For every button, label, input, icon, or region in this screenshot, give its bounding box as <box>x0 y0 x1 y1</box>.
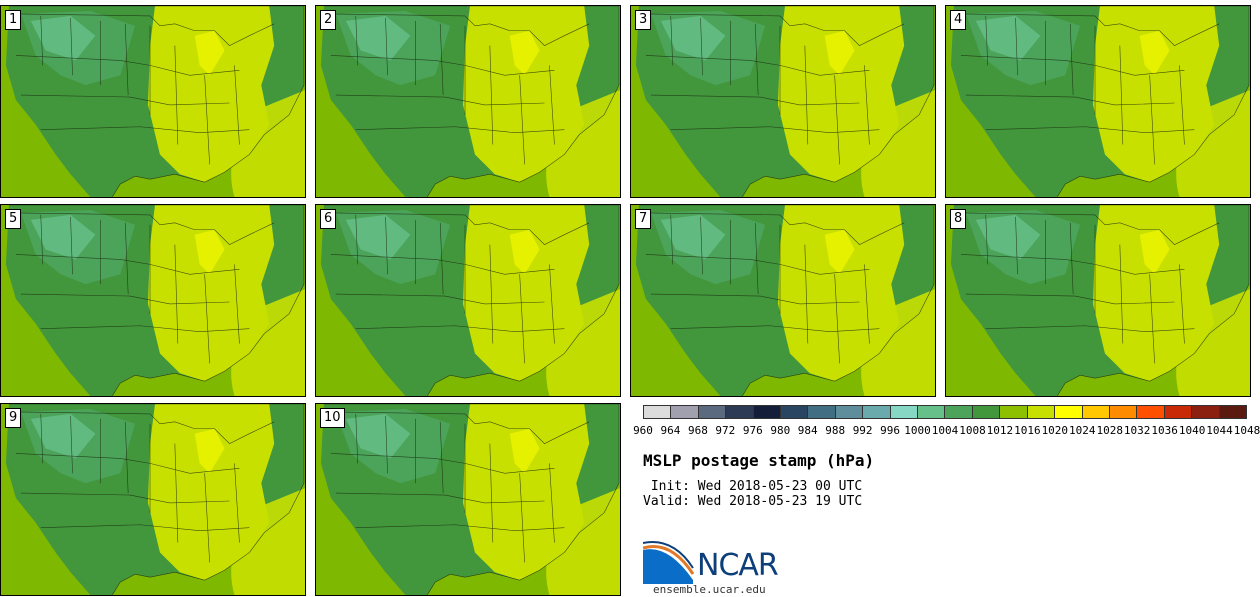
colorbar-tick-label: 1000 <box>904 424 931 437</box>
colorbar-tick-label: 964 <box>660 424 681 437</box>
map-panel: 9 <box>0 403 306 596</box>
colorbar-tick-label: 1048 <box>1233 424 1260 437</box>
panel-number: 8 <box>950 209 967 229</box>
logo-text: NCAR <box>697 548 779 583</box>
map-panel: 2 <box>315 5 621 198</box>
colorbar-cell <box>890 406 919 418</box>
init-time: Init: Wed 2018-05-23 00 UTC <box>643 479 863 494</box>
map-icon <box>1 205 305 396</box>
colorbar-tick-label: 1024 <box>1069 424 1096 437</box>
panel-number: 2 <box>320 10 337 30</box>
panel-number: 6 <box>320 209 337 229</box>
map-panel: 1 <box>0 5 306 198</box>
colorbar-cell <box>1027 406 1056 418</box>
colorbar-cell <box>1109 406 1138 418</box>
colorbar-cell <box>726 406 754 418</box>
chart-title: MSLP postage stamp (hPa) <box>643 451 875 470</box>
map-icon <box>946 205 1250 396</box>
colorbar-tick-label: 1028 <box>1096 424 1123 437</box>
colorbar-cell <box>1219 406 1246 418</box>
valid-time: Valid: Wed 2018-05-23 19 UTC <box>643 494 863 509</box>
panel-number: 5 <box>5 209 22 229</box>
map-panel: 5 <box>0 204 306 397</box>
colorbar-cell <box>863 406 891 418</box>
colorbar-tick-label: 1016 <box>1014 424 1041 437</box>
colorbar-tick-label: 1008 <box>959 424 986 437</box>
colorbar-cell <box>644 406 672 418</box>
colorbar-tick-label: 1020 <box>1041 424 1069 437</box>
panel-number: 1 <box>5 10 22 30</box>
colorbar-cell <box>918 406 946 418</box>
map-icon <box>316 6 620 197</box>
colorbar-cell <box>1000 406 1028 418</box>
map-icon <box>316 205 620 396</box>
map-icon <box>631 205 935 396</box>
colorbar-cell <box>1164 406 1193 418</box>
pressure-colorbar <box>643 405 1247 419</box>
panel-number: 7 <box>635 209 652 229</box>
colorbar-tick-label: 1036 <box>1151 424 1178 437</box>
colorbar-cell <box>945 406 973 418</box>
colorbar-cell <box>753 406 782 418</box>
map-icon <box>1 6 305 197</box>
ncar-logo-icon <box>643 541 695 584</box>
colorbar-tick-label: 1012 <box>986 424 1014 437</box>
colorbar-cell <box>1192 406 1220 418</box>
colorbar-tick-label: 1040 <box>1178 424 1206 437</box>
map-panel: 3 <box>630 5 936 198</box>
colorbar-tick-label: 960 <box>633 424 653 437</box>
site-url: ensemble.ucar.edu <box>653 583 766 596</box>
colorbar-tick-label: 976 <box>742 424 763 437</box>
colorbar-tick-label: 980 <box>770 424 791 437</box>
colorbar-labels: 960 964 968 972 976 980 984 988 992 996 1000 1004 10… <box>630 424 1260 438</box>
map-panel: 7 <box>630 204 936 397</box>
panel-number: 3 <box>635 10 652 30</box>
colorbar-cell <box>972 406 1001 418</box>
map-icon <box>316 404 620 595</box>
colorbar-cell <box>698 406 727 418</box>
colorbar-cell <box>671 406 699 418</box>
colorbar-tick-label: 968 <box>687 424 708 437</box>
colorbar-tick-label: 1032 <box>1123 424 1151 437</box>
colorbar-cell <box>1082 406 1110 418</box>
map-panel: 6 <box>315 204 621 397</box>
map-panel: 4 <box>945 5 1251 198</box>
panel-number: 4 <box>950 10 967 30</box>
colorbar-cell <box>1137 406 1165 418</box>
colorbar-tick-label: 1004 <box>931 424 959 437</box>
colorbar-tick-label: 984 <box>797 424 818 437</box>
colorbar-cell <box>808 406 836 418</box>
map-icon <box>1 404 305 595</box>
map-icon <box>631 6 935 197</box>
colorbar-tick-label: 988 <box>825 424 846 437</box>
colorbar-cell <box>781 406 809 418</box>
panel-number: 9 <box>5 408 22 428</box>
map-panel: 10 <box>315 403 621 596</box>
panel-number: 10 <box>320 408 345 428</box>
colorbar-cell <box>1055 406 1083 418</box>
colorbar-tick-label: 996 <box>880 424 901 437</box>
colorbar-tick-label: 972 <box>715 424 736 437</box>
map-panel: 8 <box>945 204 1251 397</box>
colorbar-cell <box>835 406 864 418</box>
colorbar-tick-label: 992 <box>852 424 873 437</box>
colorbar-tick-label: 1044 <box>1206 424 1233 437</box>
map-icon <box>946 6 1250 197</box>
